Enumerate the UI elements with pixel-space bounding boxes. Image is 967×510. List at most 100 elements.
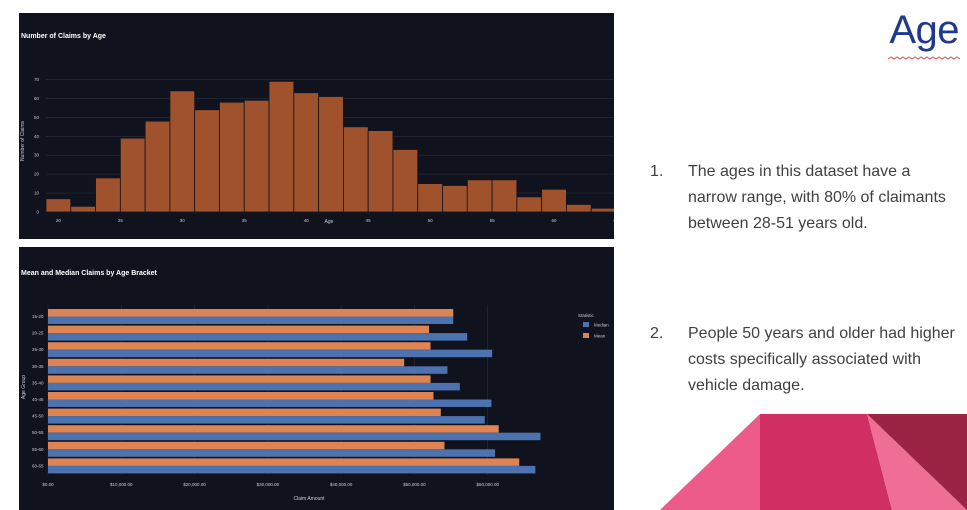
hist-x-tick: 45 [366,218,372,223]
hbar-mean-bar [48,392,434,400]
slide-title[interactable]: Age [889,8,959,52]
hbar-median-bar [48,382,460,391]
hbar-legend-median-swatch [583,322,589,327]
mean-median-claims-chart: Mean and Median Claims by Age Bracket $0.… [19,247,614,510]
hbar-x-tick: $30,000.00 [257,482,280,487]
hbar-x-tick: $50,000.00 [403,482,426,487]
hist-y-label: Number of Claims [20,120,26,161]
hist-y-tick: 70 [34,77,40,82]
hbar-category-label: 45-50 [32,414,44,419]
deco-pink-triangle [660,414,760,510]
hist-x-tick: 50 [428,218,434,223]
hbar-mean-bar [48,358,405,367]
claims-by-age-chart: Number of Claims by Age 0 10 20 30 40 50 60 70 20… [19,13,614,239]
hbar-legend-title: Statistic [578,313,595,318]
hist-bar [367,130,394,213]
hist-x-tick: 30 [180,218,186,223]
hist-bar [70,205,96,213]
spellcheck-underline [888,56,960,60]
hist-x-label: Age [325,219,334,225]
hbar-category-label: 30-35 [32,364,44,369]
hbar-median-bar [48,416,485,424]
hbar-median-bar [48,349,493,358]
hbar-median-bar [48,333,468,341]
point-2-text: People 50 years and older had higher cos… [688,325,955,394]
hbar-median-bar [48,366,448,374]
hbar-y-label: Age Group [21,375,27,399]
hist-bar [219,101,245,213]
hbar-median-bar [48,465,536,474]
hbar-category-label: 20-25 [32,331,44,336]
hist-bar [119,137,146,213]
hbar-x-tick: $10,000.00 [110,482,133,487]
hist-title: Number of Claims by Age [21,33,106,40]
point-1[interactable]: 1. The ages in this dataset have a narro… [650,159,946,269]
hist-y-tick: 30 [34,153,40,158]
hist-x-tick: 65 [613,218,614,223]
hist-bar [516,196,543,213]
hist-bar [45,198,72,213]
hist-bar [268,80,295,213]
hist-bar [342,126,369,213]
hbar-legend-median-label: Median [594,323,609,328]
hbar-median-bar [48,449,496,457]
hbar-x-tick: $20,000.00 [183,482,206,487]
hbar-x-label: Claim Amount [293,496,325,502]
hbar-median-bar [48,399,492,407]
hist-bar [169,90,196,213]
hbar-mean-bar [48,375,431,383]
hist-bar [293,92,320,213]
hist-bar [144,120,171,213]
hist-y-tick: 20 [34,172,40,177]
hbar-category-label: 15-20 [32,314,44,319]
hist-bar [318,96,344,213]
hbar-legend-mean-swatch [583,333,589,338]
hbar-median-bar [48,316,454,324]
hist-bar [243,99,270,213]
hbar-mean-bar [48,408,441,417]
hbar-x-tick: $40,000.00 [330,482,353,487]
deco-magenta-block [760,414,892,510]
hist-x-tick: 25 [118,218,124,223]
hbar-mean-bar [48,441,445,450]
hist-y-tick: 40 [34,134,40,139]
hbar-category-label: 40-45 [32,397,44,402]
hist-bar [95,177,121,213]
hist-bar [194,109,220,213]
hbar-mean-bar [48,342,431,350]
deco-maroon-triangle [867,414,967,510]
hbar-mean-bar [48,458,520,466]
hist-x-tick: 20 [56,218,62,223]
point-1-number: 1. [650,163,664,180]
hbar-median-bar [48,432,541,441]
point-2-number: 2. [650,325,664,342]
hbar-category-label: 25-30 [32,347,44,352]
hbar-category-label: 55-60 [32,447,44,452]
hbar-title: Mean and Median Claims by Age Bracket [21,270,158,277]
hbar-mean-bar [48,325,430,334]
hist-x-tick: 35 [242,218,248,223]
hist-y-tick: 60 [34,96,40,101]
hbar-x-tick: $0.00 [42,482,54,487]
hbar-category-label: 60-65 [32,463,44,468]
decorative-shapes [660,414,967,510]
hbar-legend-mean-label: Mean [594,334,606,339]
hist-bar [590,207,614,213]
hist-bar [566,204,592,213]
point-2[interactable]: 2. People 50 years and older had higher … [650,321,955,403]
hbar-mean-bar [48,309,454,317]
hist-bar [392,149,419,213]
hist-bar [417,183,443,213]
hist-y-tick: 0 [36,210,39,215]
hist-y-tick: 10 [34,191,40,196]
hbar-category-label: 35-40 [32,380,44,385]
hist-bar [466,179,493,213]
hist-bar [491,179,518,213]
hist-x-tick: 40 [304,218,310,223]
hist-bar [442,185,468,213]
hbar-x-tick: $60,000.00 [476,482,499,487]
claims-by-age-svg: Number of Claims by Age 0 10 20 30 40 50 60 70 20… [20,33,614,225]
hbar-category-label: 50-55 [32,430,44,435]
mean-median-claims-svg: Mean and Median Claims by Age Bracket $0.… [21,270,609,502]
hist-x-tick: 55 [490,218,496,223]
